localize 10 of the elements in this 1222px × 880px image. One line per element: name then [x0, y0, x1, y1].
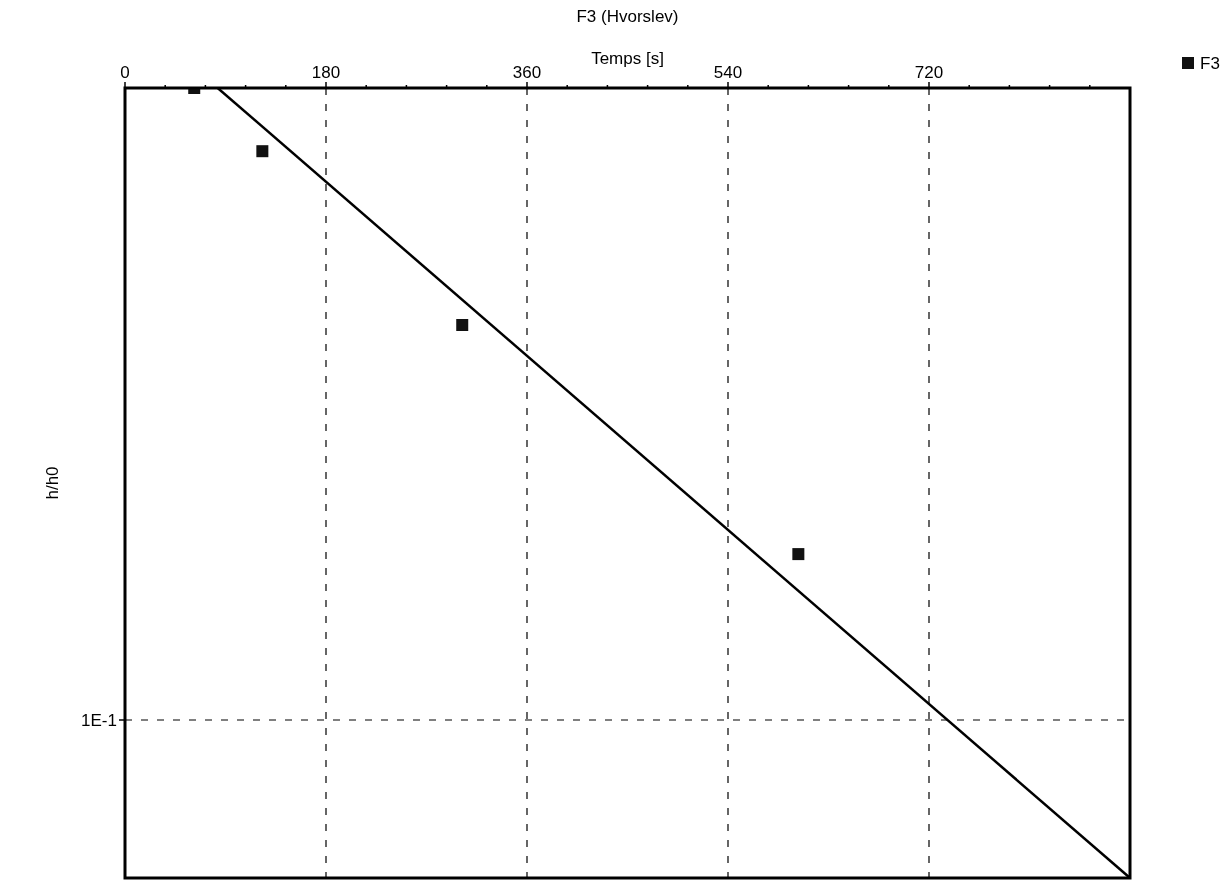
- legend-label: F3: [1200, 53, 1220, 73]
- y-axis-title: h/h0: [43, 466, 62, 500]
- x-tick-label: 720: [914, 63, 944, 82]
- x-tick-label: 360: [512, 63, 542, 82]
- chart-title: F3 (Hvorslev): [576, 7, 679, 26]
- x-tick-label: 540: [713, 63, 743, 82]
- x-tick-label: 0: [120, 63, 130, 82]
- x-tick-label: 180: [311, 63, 341, 82]
- x-axis-title: Temps [s]: [591, 49, 664, 68]
- ref-line-label: 1E-1: [81, 710, 117, 730]
